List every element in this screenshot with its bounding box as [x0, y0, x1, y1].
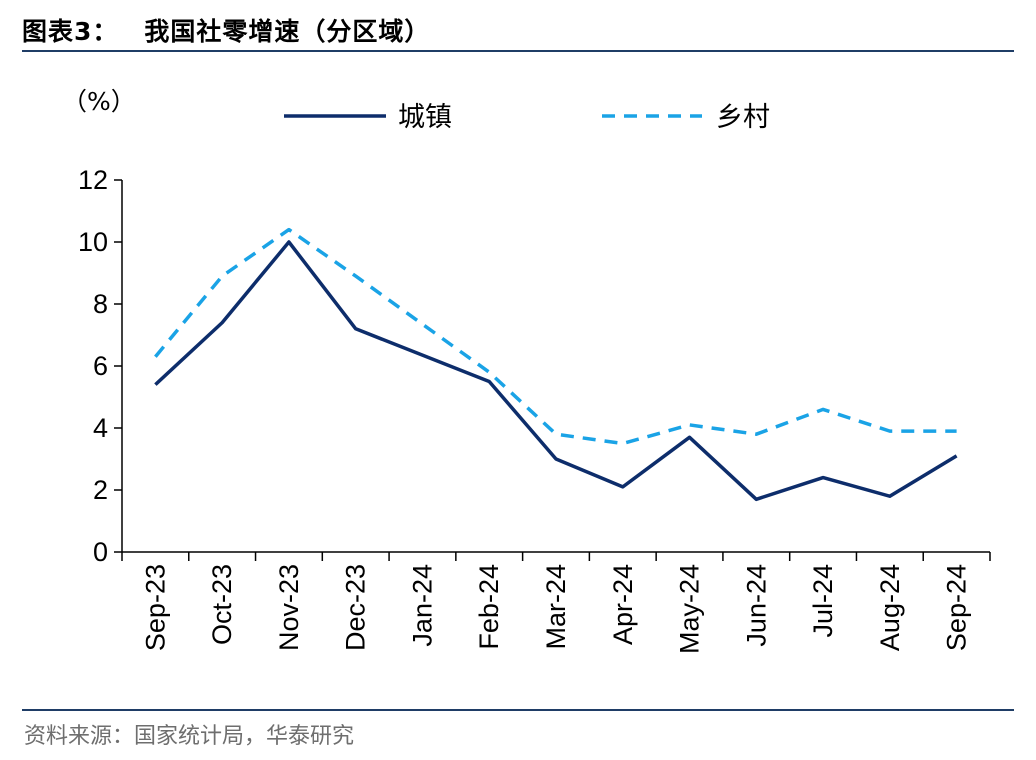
y-axis: 0 2 4 6 8 10 12	[78, 165, 123, 567]
y-tick-label: 0	[93, 537, 108, 567]
y-tick-label: 8	[93, 289, 108, 319]
y-unit-label: （%）	[62, 87, 136, 116]
y-tick-label: 6	[93, 351, 108, 381]
series-layer	[154, 227, 958, 502]
series-line-1	[154, 240, 958, 502]
x-tick-label: Apr-24	[608, 564, 638, 645]
figure-title-row: 图表3： 我国社零增速（分区域）	[22, 12, 430, 48]
figure-title: 我国社零增速（分区域）	[144, 17, 431, 46]
x-tick-label: Jun-24	[741, 564, 771, 647]
y-tick-label: 12	[78, 165, 108, 195]
x-tick-label: Jan-24	[407, 564, 437, 647]
x-tick-label: Feb-24	[474, 564, 504, 650]
legend-label-2: 乡村	[716, 102, 770, 133]
y-tick-label: 2	[93, 475, 108, 505]
x-tick-label: Mar-24	[541, 564, 571, 650]
figure-label: 图表3：	[22, 17, 119, 46]
x-tick-label: Dec-23	[341, 564, 371, 651]
x-tick-label: Aug-24	[875, 564, 905, 651]
series-line-2	[154, 227, 957, 446]
x-tick-label: Sep-24	[942, 564, 972, 651]
y-tick-label: 4	[93, 413, 108, 443]
legend: 城镇 乡村	[284, 102, 770, 133]
legend-label-1: 城镇	[398, 102, 452, 133]
bottom-rule	[22, 709, 1014, 711]
top-rule	[22, 50, 1014, 52]
x-tick-label: Sep-23	[140, 564, 170, 651]
y-tick-label: 10	[78, 227, 108, 257]
x-axis: Sep-23 Oct-23 Nov-23 Dec-23 Jan-24 Feb-24 Mar-…	[121, 551, 991, 654]
x-tick-label: Nov-23	[274, 564, 304, 651]
x-tick-label: Jul-24	[808, 564, 838, 638]
line-chart: 0 2 4 6 8 10 12 Sep-23 Oct-23 Nov-23 Dec-23 Jan-24…	[62, 87, 991, 654]
x-tick-label: Oct-23	[207, 564, 237, 645]
x-tick-label: May-24	[675, 564, 705, 654]
source-note: 资料来源：国家统计局，华泰研究	[24, 724, 355, 749]
